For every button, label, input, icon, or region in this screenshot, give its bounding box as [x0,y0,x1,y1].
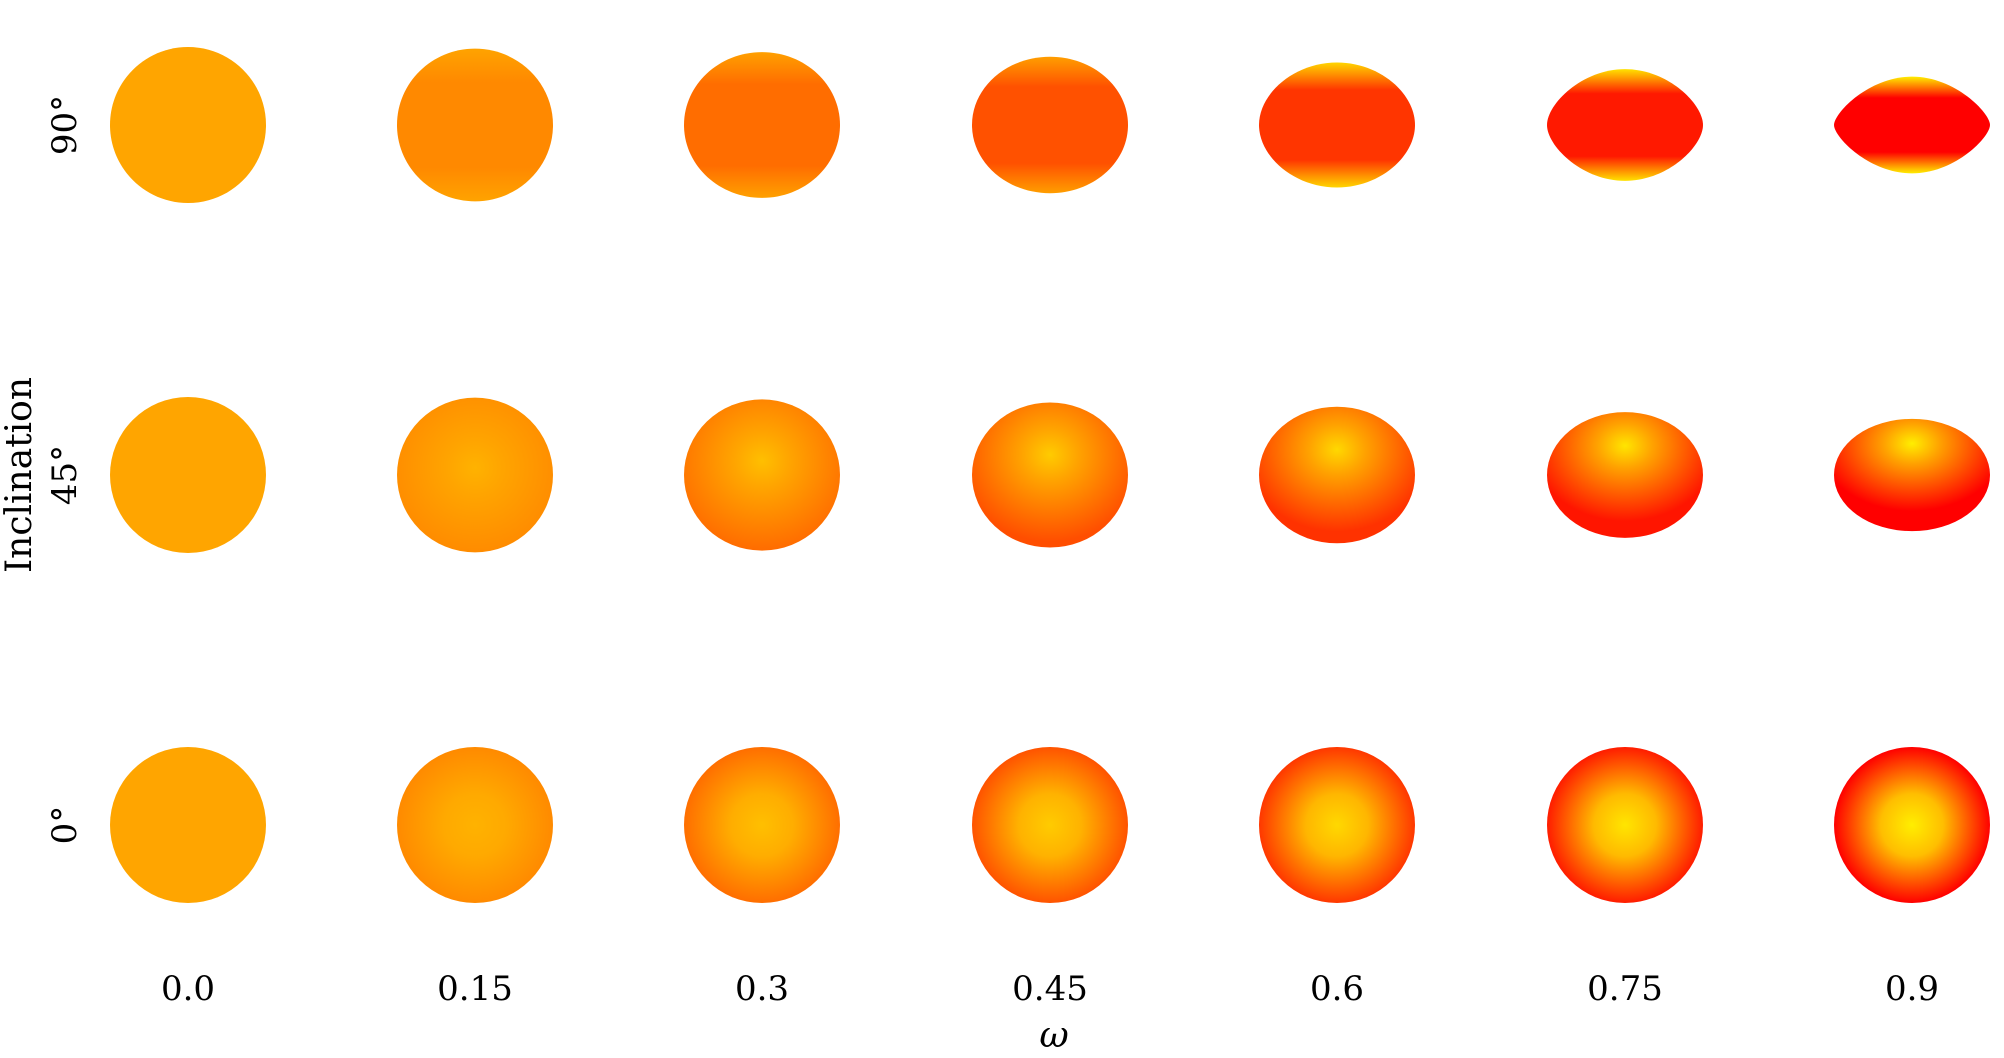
star-grid [110,47,1990,903]
omega-tick-label: 0.45 [1012,969,1088,1009]
star-disk-inc90-omega0_9 [1834,76,1990,174]
omega-tick-label: 0.15 [437,969,513,1009]
star-disk-inc45-omega0_9 [1834,418,1990,532]
omega-tick-label: 0.3 [735,969,789,1009]
star-disk-inc45-omega0_45 [972,402,1128,548]
omega-tick-label: 0.9 [1885,969,1939,1009]
omega-tick-label: 0.75 [1587,969,1663,1009]
star-disk-inc0-omega0_0 [110,747,266,903]
star-disk-inc90-omega0_0 [110,47,266,203]
star-disk-inc0-omega0_9 [1834,747,1990,903]
star-disk-inc0-omega0_3 [684,747,840,903]
inclination-tick-label: 90° [45,95,85,155]
inclination-tick-label: 0° [45,806,85,845]
star-disk-inc90-omega0_75 [1547,69,1703,181]
star-disk-inc45-omega0_3 [684,399,840,551]
star-disk-inc0-omega0_75 [1547,747,1703,903]
star-disk-inc0-omega0_15 [397,747,553,903]
inclination-tick-labels: 90° 45° 0° [45,95,85,844]
omega-tick-labels: 0.0 0.15 0.3 0.45 0.6 0.75 0.9 [161,969,1939,1009]
star-disk-inc90-omega0_45 [972,56,1128,194]
omega-tick-label: 0.6 [1310,969,1364,1009]
omega-tick-label: 0.0 [161,969,215,1009]
star-disk-inc0-omega0_45 [972,747,1128,903]
star-disk-inc90-omega0_15 [397,48,553,202]
inclination-tick-label: 45° [45,445,85,505]
star-disk-inc45-omega0_75 [1547,412,1703,538]
star-disk-inc90-omega0_6 [1259,62,1415,188]
star-disk-inc45-omega0_6 [1259,406,1415,544]
star-disk-inc0-omega0_6 [1259,747,1415,903]
star-disk-inc90-omega0_3 [684,52,840,198]
y-axis-title: Inclination [0,377,40,573]
star-disk-inc45-omega0_15 [397,397,553,553]
star-disk-inc45-omega0_0 [110,397,266,553]
x-axis-title: ω [1039,1015,1068,1056]
